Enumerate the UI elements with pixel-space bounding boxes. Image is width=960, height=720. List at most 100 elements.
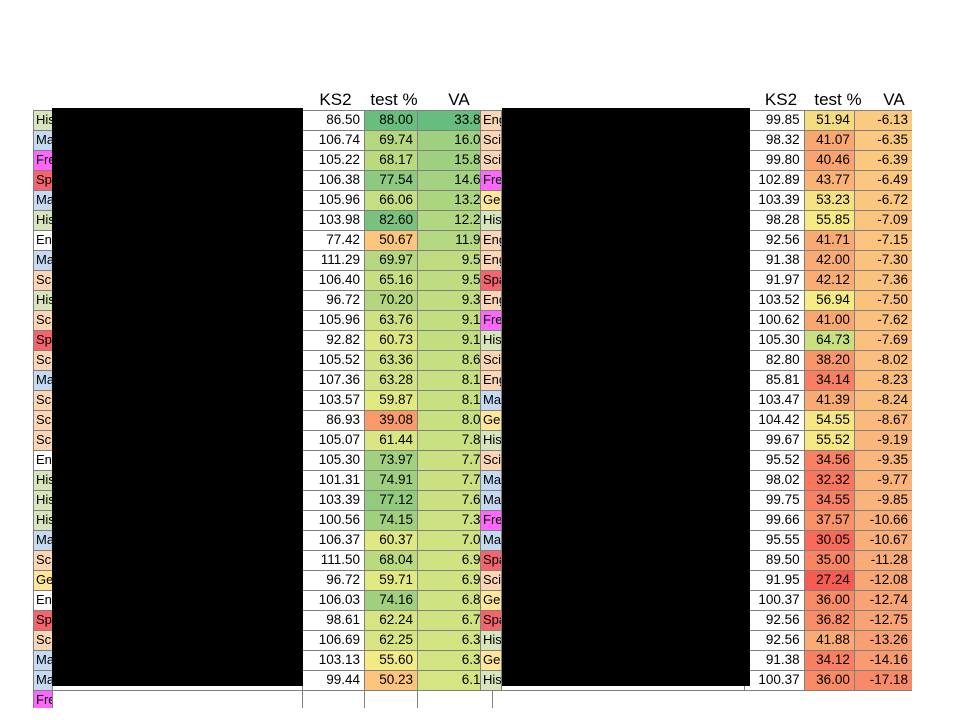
subject-label-cell: Mat [480, 470, 502, 491]
subject-label-cell: Mat [480, 390, 502, 411]
subject-label-cell: Sci [33, 430, 53, 451]
ks2-cell: 103.57 [302, 390, 365, 411]
subject-label-cell: His [33, 510, 53, 531]
ks2-cell: 106.37 [302, 530, 365, 551]
value-added-cell: -11.28 [853, 550, 912, 571]
value-added-cell: -6.39 [853, 150, 912, 171]
test-percent-cell: 60.73 [364, 330, 418, 351]
subject-label-cell: His [480, 670, 502, 691]
value-added-cell [417, 690, 493, 708]
test-percent-cell: 65.16 [364, 270, 418, 291]
test-percent-cell: 41.07 [803, 130, 855, 151]
test-percent-cell: 63.36 [364, 350, 418, 371]
ks2-cell: 98.28 [743, 210, 805, 231]
ks2-cell: 82.80 [743, 350, 805, 371]
value-added-cell: 16.03 [417, 130, 493, 151]
ks2-cell: 100.62 [743, 310, 805, 331]
subject-label-cell: Fre [33, 150, 53, 171]
ks2-cell: 91.38 [743, 250, 805, 271]
subject-label-cell: His [33, 470, 53, 491]
left-header-va: VA [448, 90, 470, 109]
value-added-cell: 14.69 [417, 170, 493, 191]
test-percent-cell: 36.82 [803, 610, 855, 631]
subject-label-cell: Eng [480, 250, 502, 271]
ks2-cell: 105.30 [743, 330, 805, 351]
subject-label-cell: Ma [33, 650, 53, 671]
left-table-header-row: KS2 test % VA [33, 88, 497, 110]
value-added-cell: -8.67 [853, 410, 912, 431]
test-percent-cell: 32.32 [803, 470, 855, 491]
test-percent-cell: 41.00 [803, 310, 855, 331]
test-percent-cell: 42.00 [803, 250, 855, 271]
subject-label-cell: Ge [33, 570, 53, 591]
subject-label-cell: Sci [33, 390, 53, 411]
subject-label-cell: Eng [480, 290, 502, 311]
test-percent-cell: 56.94 [803, 290, 855, 311]
ks2-cell: 77.42 [302, 230, 365, 251]
ks2-cell: 100.56 [302, 510, 365, 531]
subject-label-cell: En [33, 590, 53, 611]
test-percent-cell: 38.20 [803, 350, 855, 371]
test-percent-cell: 34.14 [803, 370, 855, 391]
test-percent-cell: 82.60 [364, 210, 418, 231]
subject-label-cell: Sci [33, 350, 53, 371]
value-added-cell: -7.15 [853, 230, 912, 251]
ks2-cell: 103.39 [302, 490, 365, 511]
test-percent-cell: 43.77 [803, 170, 855, 191]
ks2-cell: 103.39 [743, 190, 805, 211]
test-percent-cell: 77.54 [364, 170, 418, 191]
subject-label-cell: His [480, 630, 502, 651]
ks2-cell: 92.82 [302, 330, 365, 351]
value-added-cell: -8.23 [853, 370, 912, 391]
test-percent-cell: 40.46 [803, 150, 855, 171]
subject-label-cell: En [33, 450, 53, 471]
test-percent-cell: 34.55 [803, 490, 855, 511]
subject-label-cell: His [480, 330, 502, 351]
subject-label-cell: Sci [33, 310, 53, 331]
value-added-cell: -9.85 [853, 490, 912, 511]
test-percent-cell: 74.16 [364, 590, 418, 611]
ks2-cell: 106.69 [302, 630, 365, 651]
subject-label-cell: Eng [480, 370, 502, 391]
ks2-cell: 104.42 [743, 410, 805, 431]
subject-label-cell: Spa [480, 610, 502, 631]
test-percent-cell: 39.08 [364, 410, 418, 431]
subject-label-cell: His [33, 110, 53, 131]
ks2-cell: 95.52 [743, 450, 805, 471]
subject-label-cell: Fre [480, 510, 502, 531]
ks2-cell: 95.55 [743, 530, 805, 551]
test-percent-cell: 51.94 [803, 110, 855, 131]
ks2-cell: 105.07 [302, 430, 365, 451]
test-percent-cell: 27.24 [803, 570, 855, 591]
subject-label-cell: Sci [33, 410, 53, 431]
test-percent-cell: 69.97 [364, 250, 418, 271]
test-percent-cell: 61.44 [364, 430, 418, 451]
value-added-cell: -12.74 [853, 590, 912, 611]
value-added-cell: -9.19 [853, 430, 912, 451]
ks2-cell: 102.89 [743, 170, 805, 191]
test-percent-cell: 74.91 [364, 470, 418, 491]
subject-label-cell: Sp [33, 610, 53, 631]
value-added-cell: -9.35 [853, 450, 912, 471]
test-percent-cell: 50.23 [364, 670, 418, 691]
subject-label-cell: Eng [480, 110, 502, 131]
test-percent-cell: 55.52 [803, 430, 855, 451]
ks2-cell: 92.56 [743, 630, 805, 651]
value-added-cell: -10.66 [853, 510, 912, 531]
ks2-cell: 92.56 [743, 230, 805, 251]
ks2-cell: 103.47 [743, 390, 805, 411]
ks2-cell: 89.50 [743, 550, 805, 571]
test-percent-cell: 53.23 [803, 190, 855, 211]
test-percent-cell: 88.00 [364, 110, 418, 131]
test-percent-cell: 34.56 [803, 450, 855, 471]
ks2-cell: 99.66 [743, 510, 805, 531]
ks2-cell: 99.44 [302, 670, 365, 691]
ks2-cell: 111.29 [302, 250, 365, 271]
subject-label-cell: Scie [480, 150, 502, 171]
table-row[interactable]: Fre [33, 690, 497, 708]
ks2-cell: 91.97 [743, 270, 805, 291]
right-redaction-bar [502, 108, 750, 686]
test-percent-cell: 69.74 [364, 130, 418, 151]
subject-label-cell: Ma [33, 250, 53, 271]
test-percent-cell: 30.05 [803, 530, 855, 551]
